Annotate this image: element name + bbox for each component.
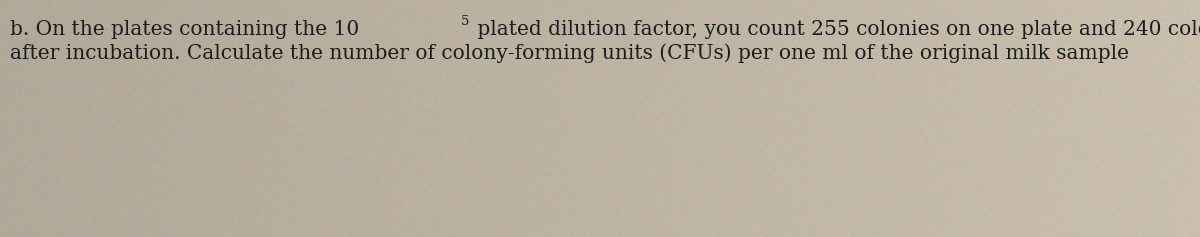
Text: after incubation. Calculate the number of colony-forming units (CFUs) per one ml: after incubation. Calculate the number o… bbox=[10, 43, 1129, 63]
Text: 5: 5 bbox=[461, 15, 469, 28]
Text: b. On the plates containing the 10: b. On the plates containing the 10 bbox=[10, 20, 359, 39]
Text: plated dilution factor, you count 255 colonies on one plate and 240 colonies on : plated dilution factor, you count 255 co… bbox=[472, 20, 1200, 39]
